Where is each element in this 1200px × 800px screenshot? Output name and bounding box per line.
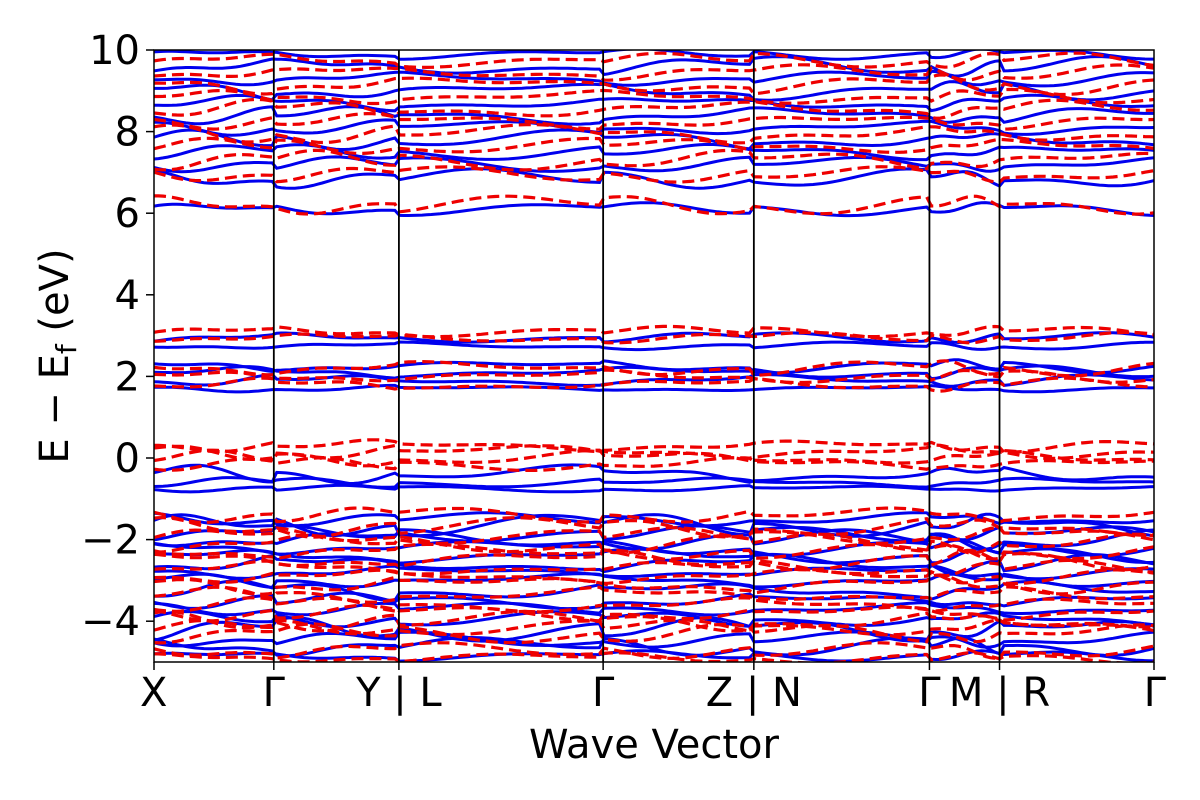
x-tick-label: Γ <box>592 670 615 716</box>
band-line-dashed <box>154 567 1154 585</box>
band-line-dashed <box>154 506 1154 525</box>
band-line-dashed <box>154 123 1154 145</box>
band-line-dashed <box>154 63 1154 82</box>
plot-frame <box>153 49 1155 663</box>
x-tick-label: Γ <box>918 670 941 716</box>
band-line-solid <box>154 54 1154 78</box>
band-line-dashed <box>154 641 1154 661</box>
x-tick-label: X <box>140 670 167 716</box>
x-tick-label: Y | L <box>355 670 442 716</box>
x-tick-label: Γ <box>263 670 286 716</box>
y-tick-label: 10 <box>89 28 140 74</box>
band-line-dashed <box>154 622 1154 645</box>
band-line-solid <box>154 340 1154 352</box>
band-line-dashed <box>154 585 1154 604</box>
band-line-dashed <box>154 618 1154 637</box>
band-line-solid <box>154 630 1154 649</box>
y-tick-label: 0 <box>115 436 140 482</box>
band-line-solid <box>154 564 1154 581</box>
x-tick-label: M | R <box>949 670 1050 716</box>
band-line-solid <box>154 483 1154 494</box>
band-line-dashed <box>154 596 1154 614</box>
bands-group <box>154 50 1154 662</box>
y-axis-label-sub: f <box>50 343 83 354</box>
band-line-solid <box>154 118 1154 137</box>
y-axis-ticks: −4 −2 0 2 4 6 8 10 <box>81 28 154 645</box>
band-line-dashed <box>154 651 1154 662</box>
band-line-dashed <box>154 330 1154 345</box>
band-line-solid <box>154 80 1154 102</box>
band-line-solid <box>154 463 1154 486</box>
band-line-dashed <box>154 73 1154 97</box>
band-line-solid <box>154 572 1154 589</box>
band-line-dashed <box>154 324 1154 339</box>
band-line-dashed <box>154 558 1154 578</box>
y-axis-label: E − Ef (eV) <box>32 248 83 463</box>
x-tick-label: Z | N <box>706 670 802 716</box>
y-tick-label: −2 <box>81 518 140 564</box>
band-line-dashed <box>154 111 1154 131</box>
band-line-dashed <box>154 443 1154 462</box>
x-tick-label: Γ <box>1144 670 1167 716</box>
band-line-dashed <box>154 542 1154 561</box>
band-line-dashed <box>154 87 1154 106</box>
y-tick-label: 6 <box>115 191 140 237</box>
band-line-dashed <box>154 573 1154 596</box>
band-line-solid <box>154 524 1154 543</box>
band-line-solid <box>154 649 1154 662</box>
band-line-solid <box>154 50 1154 61</box>
band-line-dashed <box>154 368 1154 385</box>
band-line-dashed <box>154 97 1154 120</box>
band-line-dashed <box>154 438 1154 454</box>
band-line-dashed <box>154 376 1154 393</box>
band-line-solid <box>154 512 1154 538</box>
band-line-solid <box>154 552 1154 576</box>
band-line-solid <box>154 155 1154 174</box>
high-symmetry-lines <box>272 50 1001 662</box>
x-axis-label: Wave Vector <box>529 722 780 768</box>
y-tick-label: −4 <box>81 599 140 645</box>
band-line-dashed <box>154 603 1154 623</box>
band-line-dashed <box>154 165 1154 184</box>
y-tick-label: 2 <box>115 354 140 400</box>
band-line-dashed <box>154 515 1154 539</box>
band-line-solid <box>154 69 1154 88</box>
band-line-dashed <box>154 136 1154 155</box>
band-line-dashed <box>154 51 1154 70</box>
y-axis-label-main: E − E <box>32 354 78 464</box>
band-line-dashed <box>154 148 1154 172</box>
band-line-solid <box>154 616 1154 643</box>
band-line-solid <box>154 105 1154 126</box>
y-tick-label: 4 <box>115 273 140 319</box>
band-line-dashed <box>154 359 1154 378</box>
band-line-dashed <box>154 548 1154 572</box>
band-line-solid <box>154 93 1154 113</box>
band-line-dashed <box>154 194 1154 216</box>
y-tick-label: 8 <box>115 110 140 156</box>
y-axis-label-unit: (eV) <box>32 248 78 344</box>
band-line-solid <box>154 383 1154 394</box>
